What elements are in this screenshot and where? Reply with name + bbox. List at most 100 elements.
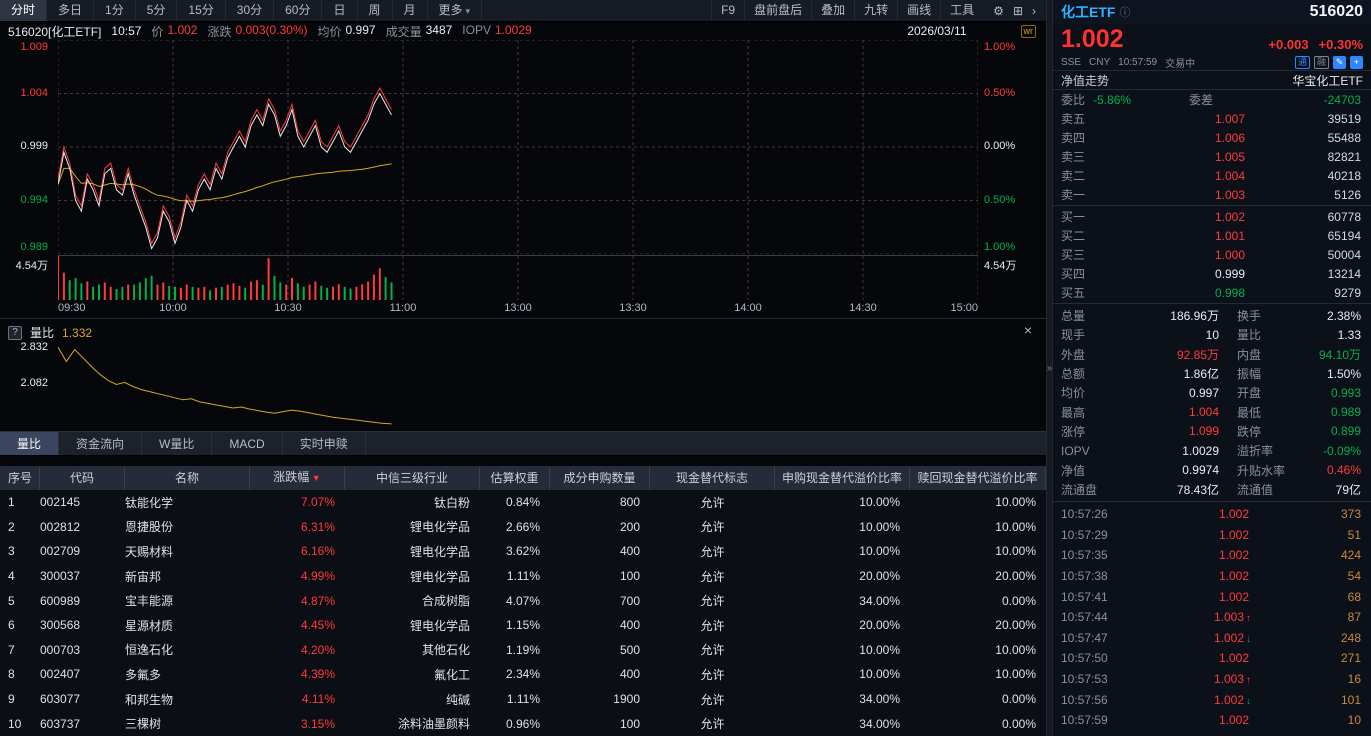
table-header-cell[interactable]: 申购现金替代溢价比率 [775, 466, 910, 490]
period-tab[interactable]: 分时 [0, 0, 48, 21]
intraday-chart[interactable] [58, 40, 978, 254]
tick-price-cell: 1.002 [1145, 507, 1251, 521]
bid-row[interactable]: 买三 1.000 50004 [1053, 245, 1371, 264]
pane-splitter[interactable]: » [1046, 0, 1053, 736]
tick-price-cell: 1.002 ↓ [1145, 693, 1251, 707]
ask-row[interactable]: 卖四 1.006 55488 [1053, 128, 1371, 147]
toolbar-item[interactable]: 九转 [854, 0, 897, 21]
wr-badge[interactable]: wr [1020, 24, 1036, 38]
cell-quantity: 400 [619, 667, 640, 682]
tick-volume: 248 [1340, 630, 1361, 645]
table-header-cell[interactable]: 名称 [125, 466, 250, 490]
table-row[interactable]: 6 300568 星源材质 4.45% 锂电化学品 1.15% 400 允许 2… [0, 613, 1046, 638]
table-header-cell[interactable]: 成分申购数量 [550, 466, 650, 490]
toolbar-right: F9 盘前盘后 叠加 九转 画线 工具 ⚙ ⊞ › [711, 0, 1046, 21]
ask-row[interactable]: 卖五 1.007 39519 [1053, 109, 1371, 128]
chart-info-field: 成交量 3487 [385, 22, 453, 39]
indicator-tab[interactable]: 资金流向 [59, 432, 143, 455]
table-header-cell[interactable]: 中信三级行业 [345, 466, 480, 490]
table-row[interactable]: 3 002709 天赐材料 6.16% 锂电化学品 3.62% 400 允许 1… [0, 539, 1046, 564]
table-header-cell[interactable]: 序号 [0, 466, 40, 490]
table-row[interactable]: 5 600989 宝丰能源 4.87% 合成树脂 4.07% 700 允许 34… [0, 588, 1046, 613]
indicator-tab[interactable]: MACD [212, 432, 283, 455]
indicator-panel[interactable]: ? 量比 1.332 × 2.832 2.082 [0, 318, 1046, 431]
tick-row: 10:57:41 1.002 68 [1053, 586, 1371, 607]
table-row[interactable]: 1 002145 钛能化学 7.07% 钛白粉 0.84% 800 允许 10.… [0, 490, 1046, 515]
nav-trend-link[interactable]: 净值走势 [1061, 73, 1110, 88]
table-row[interactable]: 9 603077 和邦生物 4.11% 纯碱 1.11% 1900 允许 34.… [0, 687, 1046, 712]
cell-quantity: 700 [619, 593, 640, 608]
table-header-cell[interactable]: 涨跌幅 [250, 466, 345, 490]
gear-icon[interactable]: ⚙ [993, 3, 1004, 18]
toolbar-item[interactable]: 工具 [940, 0, 983, 21]
toolbar-item[interactable]: 叠加 [811, 0, 854, 21]
edit-icon[interactable]: ✎ [1333, 55, 1346, 69]
cell-change: 4.39% [300, 667, 335, 682]
period-tab[interactable]: 日 [322, 0, 358, 21]
period-tab[interactable]: 1分 [94, 0, 136, 21]
bid-row[interactable]: 买四 0.999 13214 [1053, 264, 1371, 283]
indicator-tab[interactable]: W量比 [142, 432, 213, 455]
stat-cell: 外盘 92.85万 [1053, 345, 1229, 364]
cell-cash-flag: 允许 [700, 717, 725, 732]
info-icon[interactable]: ⓘ [1119, 7, 1131, 19]
table-header-cell[interactable]: 现金替代标志 [650, 466, 775, 490]
indicator-tab[interactable]: 实时申赎 [283, 432, 366, 455]
bid-volume: 13214 [1327, 266, 1361, 281]
tick-volume: 87 [1347, 610, 1361, 625]
axis-label: 0.00% [984, 140, 1016, 152]
close-icon[interactable]: × [1023, 322, 1032, 338]
time-tick: 14:30 [849, 302, 877, 314]
period-tab[interactable]: 周 [358, 0, 393, 21]
time-tick: 13:00 [504, 302, 532, 314]
time-tick: 10:00 [159, 302, 187, 314]
percent-axis-right: 1.00% 0.50% 0.00% 0.50% 1.00% [982, 40, 1042, 254]
toolbar-item[interactable]: 画线 [897, 0, 940, 21]
help-icon[interactable]: ? [8, 325, 22, 340]
stat-label: 内盘 [1237, 347, 1262, 362]
cell-change: 6.31% [300, 519, 335, 534]
cell-sub-premium: 10.00% [859, 642, 900, 657]
toolbar-item[interactable]: 盘前盘后 [744, 0, 811, 21]
stat-cell: 跌停 0.899 [1229, 422, 1371, 441]
period-tab[interactable]: 60分 [274, 0, 323, 21]
tick-volume: 424 [1340, 548, 1361, 563]
table-row[interactable]: 8 002407 多氟多 4.39% 氟化工 2.34% 400 允许 10.0… [0, 662, 1046, 687]
add-watchlist-icon[interactable]: + [1350, 55, 1363, 69]
cell-industry: 锂电化学品 [409, 520, 470, 535]
cell-weight: 4.07% [505, 593, 540, 608]
table-header-cell[interactable]: 代码 [40, 466, 125, 490]
tick-price-cell: 1.002 [1145, 569, 1251, 583]
period-tab[interactable]: 月 [393, 0, 428, 21]
period-tab[interactable]: 多日 [47, 0, 95, 21]
cell-sub-premium: 34.00% [859, 593, 900, 608]
bid-row[interactable]: 买五 0.998 9279 [1053, 283, 1371, 302]
ask-row[interactable]: 卖二 1.004 40218 [1053, 166, 1371, 185]
table-header-cell[interactable]: 赎回现金替代溢价比率 [910, 466, 1046, 490]
toolbar-item[interactable]: F9 [711, 0, 744, 21]
table-row[interactable]: 4 300037 新宙邦 4.99% 锂电化学品 1.11% 100 允许 20… [0, 564, 1046, 589]
bid-row[interactable]: 买二 1.001 65194 [1053, 226, 1371, 245]
bid-row[interactable]: 买一 1.002 60778 [1053, 207, 1371, 226]
cell-sub-premium: 20.00% [859, 618, 900, 633]
period-tab[interactable]: 更多 [428, 0, 483, 21]
table-header-cell[interactable]: 估算权重 [480, 466, 550, 490]
table-row[interactable]: 2 002812 恩捷股份 6.31% 锂电化学品 2.66% 200 允许 1… [0, 515, 1046, 540]
indicator-tab[interactable]: 量比 [0, 432, 60, 455]
ask-row[interactable]: 卖一 1.003 5126 [1053, 185, 1371, 204]
table-row[interactable]: 7 000703 恒逸石化 4.20% 其他石化 1.19% 500 允许 10… [0, 638, 1046, 663]
period-tab[interactable]: 30分 [226, 0, 275, 21]
ask-row[interactable]: 卖三 1.005 82821 [1053, 147, 1371, 166]
quote-pane: 化工ETF ⓘ 516020 1.002 +0.003 +0.30% SSE C… [1053, 0, 1371, 736]
cell-cash-flag: 允许 [700, 692, 725, 707]
volume-chart[interactable] [58, 255, 978, 300]
cell-cash-flag: 允许 [700, 667, 725, 682]
tick-volume: 68 [1347, 589, 1361, 604]
period-tab[interactable]: 15分 [177, 0, 226, 21]
layout-icon[interactable]: ⊞ [1012, 3, 1023, 18]
period-tab[interactable]: 5分 [136, 0, 178, 21]
chevron-right-icon[interactable]: › [1032, 3, 1036, 18]
cell-weight: 0.96% [505, 716, 540, 731]
table-row[interactable]: 10 603737 三棵树 3.15% 涂料油墨颜料 0.96% 100 允许 … [0, 711, 1046, 736]
collapse-arrow-icon[interactable]: » [1046, 362, 1053, 374]
